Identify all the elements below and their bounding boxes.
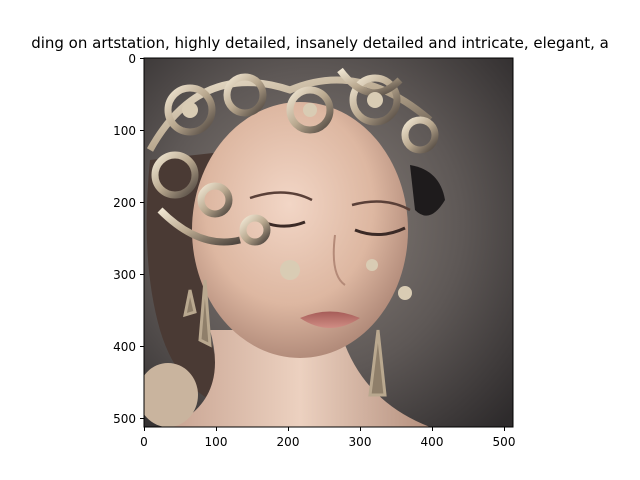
y-tick-label: 100 [113,124,136,138]
x-tick-label: 300 [349,435,372,449]
axes-frame [143,57,514,428]
y-axis: 0 100 200 300 400 500 [113,52,144,426]
x-axis: 0 100 200 300 400 500 [140,427,515,449]
y-tick-label: 300 [113,268,136,282]
x-tick-label: 500 [493,435,516,449]
figure-title: ding on artstation, highly detailed, ins… [31,34,609,52]
x-tick-label: 100 [205,435,228,449]
y-tick-label: 500 [113,412,136,426]
y-tick-label: 200 [113,196,136,210]
y-tick-label: 0 [128,52,136,66]
portrait-image [144,58,513,427]
x-tick-label: 0 [140,435,148,449]
y-tick-label: 400 [113,340,136,354]
x-tick-label: 400 [421,435,444,449]
x-tick-label: 200 [277,435,300,449]
